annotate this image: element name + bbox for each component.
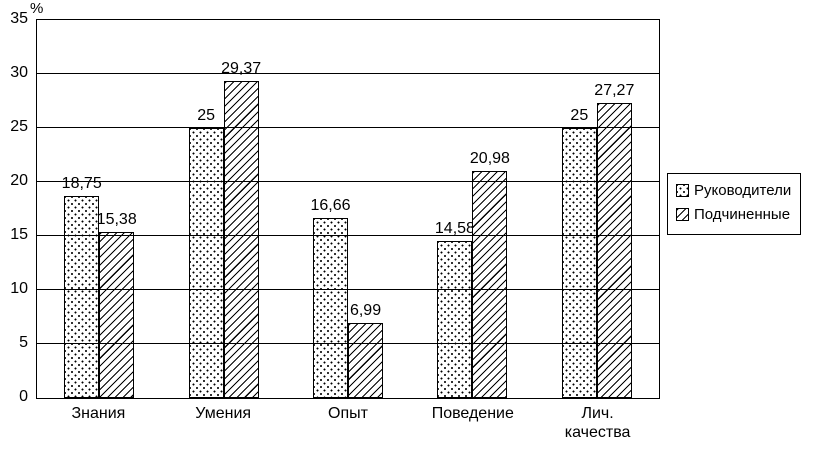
legend-entry: Подчиненные <box>676 206 791 223</box>
bar-managers: 14,58 <box>435 220 475 398</box>
bar-group: 25 27,27 <box>535 20 659 398</box>
gridline <box>37 127 659 128</box>
legend-label: Подчиненные <box>694 206 791 223</box>
y-tick-label: 30 <box>10 64 28 81</box>
bar-group: 16,66 6,99 <box>286 20 410 398</box>
bar-managers: 16,66 <box>310 197 351 398</box>
x-axis-label: Знания <box>71 405 126 422</box>
bar-value-label: 25 <box>570 107 589 124</box>
gridline <box>37 343 659 344</box>
legend-label: Руководители <box>694 182 792 199</box>
y-tick-label: 0 <box>19 388 28 405</box>
bar-subordinates: 20,98 <box>470 150 510 398</box>
gridline <box>37 181 659 182</box>
bar-value-label: 29,37 <box>221 59 262 77</box>
bar-group: 25 29,37 <box>161 20 285 398</box>
x-axis-label: Опыт <box>328 405 368 422</box>
bar-group: 18,75 15,38 <box>37 20 161 398</box>
bar-subordinates: 15,38 <box>97 211 137 398</box>
bar-managers: 25 <box>561 107 597 398</box>
bar-subordinates: 29,37 <box>221 60 261 398</box>
x-axis-label: Поведение <box>431 405 514 422</box>
y-axis-unit-label: % <box>30 0 44 17</box>
y-tick-label: 5 <box>19 334 28 351</box>
bar-value-label: 6,99 <box>349 301 382 319</box>
bar-managers: 25 <box>188 107 224 398</box>
x-axis-label: Лич. качества <box>564 405 631 442</box>
legend-swatch-managers-icon <box>676 184 689 197</box>
x-axis: Знания Умения Опыт Поведение Лич. качества <box>36 404 660 442</box>
bar-group: 14,58 20,98 <box>410 20 534 398</box>
legend: Руководители Подчиненные <box>667 173 802 235</box>
bar-value-label: 18,75 <box>61 174 102 192</box>
bar-subordinates: 27,27 <box>594 82 634 398</box>
plot-area: 18,75 15,38 25 29,37 16,66 6,99 14,58 20,98 25 27… <box>36 19 660 399</box>
bar-subordinates: 6,99 <box>348 302 384 398</box>
gridline <box>37 73 659 74</box>
y-tick-label: 35 <box>10 10 28 27</box>
y-tick-label: 10 <box>10 280 28 297</box>
bar-managers: 18,75 <box>62 175 102 398</box>
y-tick-label: 15 <box>10 226 28 243</box>
y-axis: 0 5 10 15 20 25 30 35 <box>0 11 30 405</box>
bar-value-label: 14,58 <box>434 219 475 237</box>
gridline <box>37 289 659 290</box>
bars-area: 18,75 15,38 25 29,37 16,66 6,99 14,58 20,98 25 27… <box>37 20 659 398</box>
bar-value-label: 27,27 <box>594 82 635 100</box>
legend-entry: Руководители <box>676 182 791 199</box>
x-axis-label: Умения <box>195 405 252 422</box>
bar-value-label: 25 <box>197 107 216 124</box>
y-tick-label: 25 <box>10 118 28 135</box>
bar-value-label: 15,38 <box>96 210 137 228</box>
bar-value-label: 20,98 <box>469 150 510 168</box>
y-tick-label: 20 <box>10 172 28 189</box>
bar-value-label: 16,66 <box>310 197 351 215</box>
gridline <box>37 235 659 236</box>
legend-swatch-subordinates-icon <box>676 208 689 221</box>
